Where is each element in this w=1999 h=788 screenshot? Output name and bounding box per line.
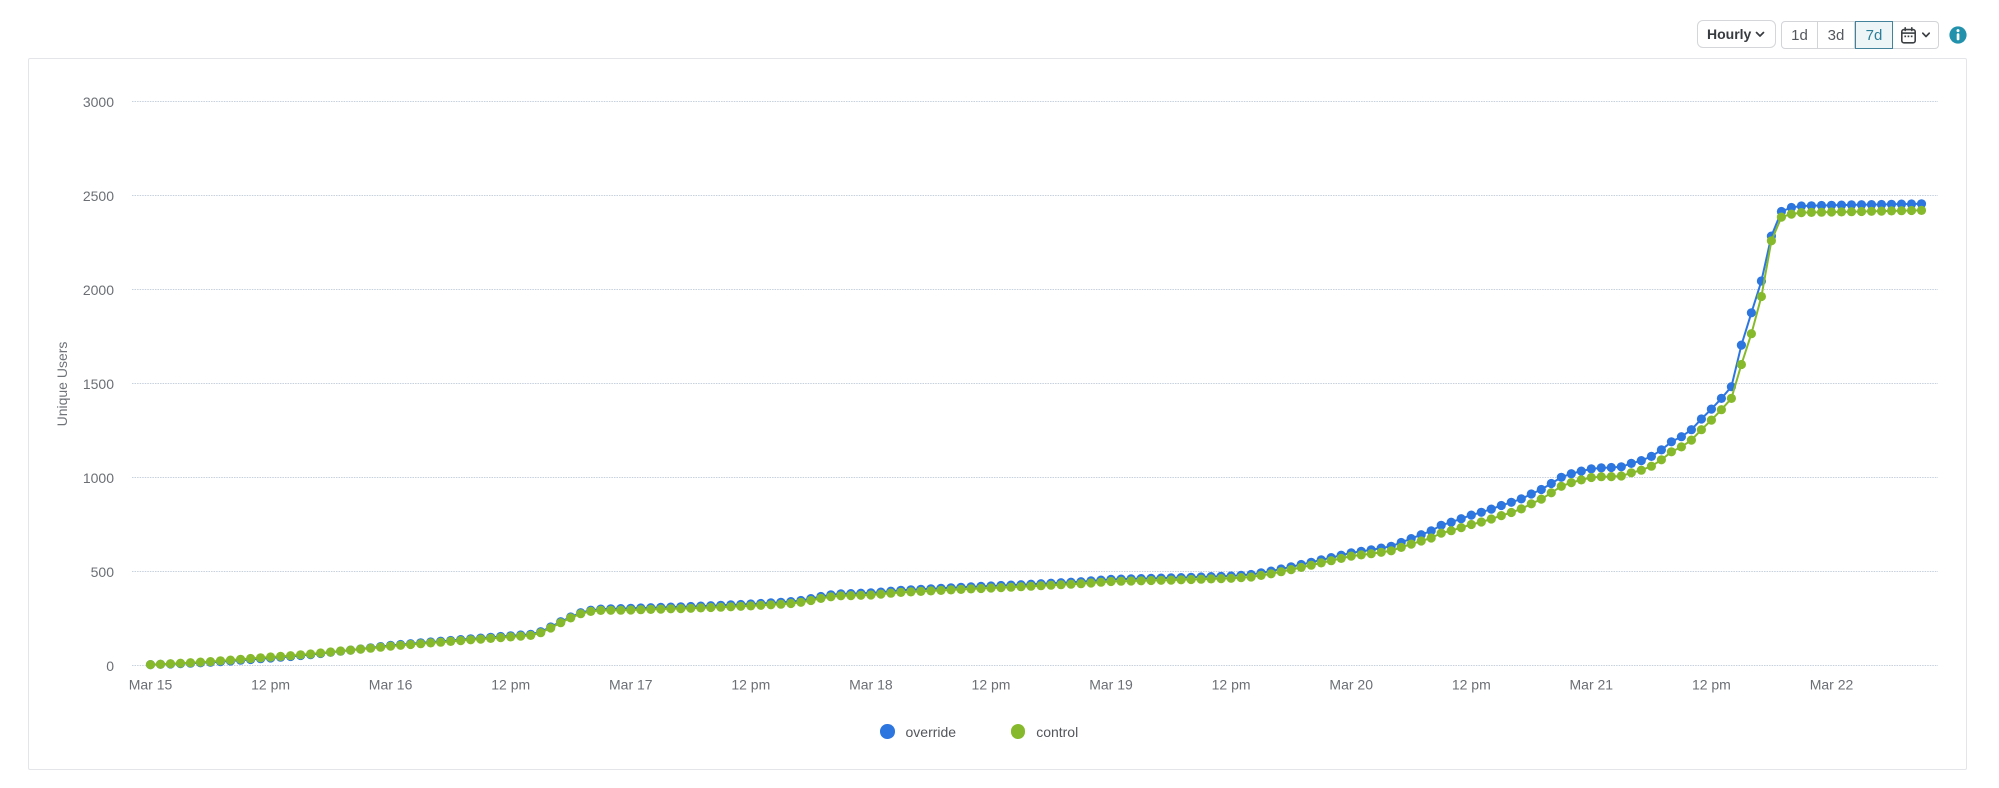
svg-text:0: 0 <box>106 658 114 674</box>
svg-text:12 pm: 12 pm <box>491 677 530 693</box>
svg-text:1000: 1000 <box>83 470 114 486</box>
svg-text:12 pm: 12 pm <box>731 677 770 693</box>
svg-text:Unique Users: Unique Users <box>54 342 70 427</box>
svg-text:3000: 3000 <box>83 94 114 110</box>
svg-text:12 pm: 12 pm <box>972 677 1011 693</box>
svg-text:500: 500 <box>91 564 115 580</box>
svg-text:12 pm: 12 pm <box>1692 677 1731 693</box>
svg-text:12 pm: 12 pm <box>1452 677 1491 693</box>
svg-text:Mar 22: Mar 22 <box>1810 677 1854 693</box>
svg-text:2500: 2500 <box>83 188 114 204</box>
svg-text:2000: 2000 <box>83 282 114 298</box>
svg-text:Mar 19: Mar 19 <box>1089 677 1133 693</box>
svg-text:12 pm: 12 pm <box>251 677 290 693</box>
svg-text:Mar 21: Mar 21 <box>1570 677 1614 693</box>
svg-text:Mar 20: Mar 20 <box>1329 677 1373 693</box>
svg-text:Mar 15: Mar 15 <box>129 677 173 693</box>
svg-text:12 pm: 12 pm <box>1212 677 1251 693</box>
svg-text:Mar 17: Mar 17 <box>609 677 653 693</box>
svg-text:Mar 16: Mar 16 <box>369 677 413 693</box>
svg-text:Mar 18: Mar 18 <box>849 677 893 693</box>
svg-text:1500: 1500 <box>83 376 114 392</box>
